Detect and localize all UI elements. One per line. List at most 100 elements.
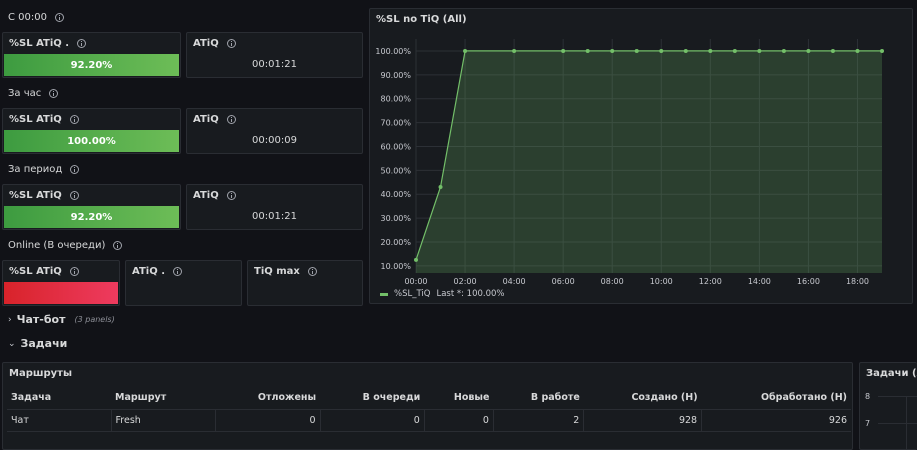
stat-panel-hour-sl[interactable]: %SL ATiQ 100.00%	[2, 108, 181, 154]
chevron-down-icon: ⌄	[8, 338, 16, 349]
data-point[interactable]	[683, 48, 688, 53]
panel-title: ATiQ	[193, 38, 236, 49]
stat-value: 100.00%	[4, 130, 179, 152]
table-cell: 926	[701, 409, 851, 432]
row-label: Задачи	[20, 337, 68, 350]
data-point[interactable]	[732, 48, 737, 53]
routes-title: Маршруты	[9, 368, 72, 379]
row-label: Чат-бот	[16, 313, 66, 326]
data-point[interactable]	[830, 48, 835, 53]
x-tick-label: 12:00	[699, 277, 722, 286]
routes-panel[interactable]: Маршруты Задача Маршрут Отложены В очере…	[2, 362, 853, 450]
row-tasks[interactable]: ⌄ Задачи	[8, 337, 67, 350]
info-icon[interactable]	[77, 39, 87, 48]
data-point[interactable]	[414, 257, 418, 262]
info-icon[interactable]	[113, 241, 123, 250]
data-point[interactable]	[512, 48, 517, 53]
x-tick-label: 04:00	[503, 277, 526, 286]
stat-panel-online-sl[interactable]: %SL ATiQ	[2, 260, 120, 306]
column-header[interactable]: В очереди	[320, 387, 425, 410]
x-tick-label: 08:00	[601, 277, 624, 286]
section-title-online: Online (В очереди)	[8, 240, 123, 251]
info-icon[interactable]	[226, 115, 236, 124]
stat-value: 00:00:09	[252, 135, 297, 146]
tasks-chart-panel[interactable]: Задачи (All 8 7	[859, 362, 917, 450]
info-icon[interactable]	[226, 191, 236, 200]
row-chatbot[interactable]: › Чат-бот (3 panels)	[8, 313, 115, 326]
panel-title: %SL ATiQ	[9, 190, 79, 201]
panel-title-text: ATiQ	[193, 114, 219, 125]
section-title-period: За период	[8, 164, 80, 175]
y-tick-label: 50.00%	[380, 166, 411, 175]
chart-panel[interactable]: %SL no TiQ (All) 10.00% 20.00% 30.00% 40.00…	[369, 8, 913, 304]
x-tick-label: 06:00	[552, 277, 575, 286]
column-header[interactable]: Задача	[7, 387, 111, 410]
data-point[interactable]	[781, 48, 786, 53]
chevron-right-icon: ›	[8, 314, 12, 325]
x-tick-label: 16:00	[797, 277, 820, 286]
data-point[interactable]	[610, 48, 615, 53]
info-icon[interactable]	[69, 115, 79, 124]
x-tick-label: 00:00	[404, 277, 427, 286]
y-tick-label: 60.00%	[380, 142, 411, 151]
data-point[interactable]	[806, 48, 811, 53]
column-header[interactable]: Отложены	[215, 387, 321, 410]
data-point[interactable]	[855, 48, 860, 53]
column-header[interactable]: Маршрут	[111, 387, 215, 410]
data-point[interactable]	[561, 48, 566, 53]
info-icon[interactable]	[307, 267, 317, 276]
panel-title-text: ATiQ .	[132, 266, 165, 277]
data-point[interactable]	[463, 48, 468, 53]
panel-title-text: TiQ max	[254, 266, 300, 277]
panel-title: %SL ATiQ .	[9, 38, 87, 49]
data-point[interactable]	[585, 48, 590, 53]
table-cell: 0	[215, 409, 321, 432]
stat-value: 00:01:21	[252, 211, 297, 222]
chart-legend[interactable]: %SL_TiQ Last *: 100.00%	[380, 289, 505, 299]
panel-title-text: ATiQ	[193, 38, 219, 49]
table-row[interactable]: Чат Fresh 0 0 0 2 928 926	[7, 409, 851, 432]
tasks-grid-line	[878, 423, 917, 424]
column-header[interactable]: В работе	[493, 387, 584, 410]
data-point[interactable]	[708, 48, 713, 53]
panel-title: %SL ATiQ	[9, 266, 79, 277]
stat-value: 92.20%	[4, 54, 179, 76]
info-icon[interactable]	[70, 165, 80, 174]
data-point[interactable]	[438, 185, 443, 190]
info-icon[interactable]	[226, 39, 236, 48]
panel-title: ATiQ	[193, 190, 236, 201]
stat-panel-online-tiqmax[interactable]: TiQ max	[247, 260, 363, 306]
stat-panel-hour-atiq[interactable]: ATiQ 00:00:09	[186, 108, 363, 154]
data-point[interactable]	[634, 48, 639, 53]
tasks-chart-title: Задачи (All	[866, 368, 917, 379]
table-cell: 928	[583, 409, 703, 432]
section-title-text: За период	[8, 164, 63, 175]
data-point[interactable]	[757, 48, 762, 53]
tasks-y-tick: 8	[865, 392, 871, 401]
data-point[interactable]	[880, 48, 884, 53]
stat-panel-period-sl[interactable]: %SL ATiQ 92.20%	[2, 184, 181, 230]
tasks-grid-line	[906, 396, 907, 449]
stat-panel-online-atiq[interactable]: ATiQ .	[125, 260, 242, 306]
series-line[interactable]	[415, 50, 882, 261]
section-title-s00: С 00:00	[8, 12, 64, 23]
stat-panel-period-atiq[interactable]: ATiQ 00:01:21	[186, 184, 363, 230]
column-header[interactable]: Новые	[424, 387, 494, 410]
info-icon[interactable]	[69, 267, 79, 276]
y-tick-label: 100.00%	[375, 47, 411, 56]
row-panel-count: (3 panels)	[74, 315, 115, 324]
table-header-row: Задача Маршрут Отложены В очереди Новые …	[7, 387, 851, 410]
info-icon[interactable]	[54, 13, 64, 22]
legend-swatch	[380, 292, 388, 296]
stat-panel-s00-sl[interactable]: %SL ATiQ . 92.20%	[2, 32, 181, 78]
sl-tiq-chart[interactable]: 10.00% 20.00% 30.00% 40.00% 50.00% 60.00% 70.0…	[370, 9, 912, 303]
column-header[interactable]: Обработано (Н)	[701, 387, 851, 410]
stat-panel-s00-atiq[interactable]: ATiQ 00:01:21	[186, 32, 363, 78]
y-tick-label: 70.00%	[380, 119, 411, 128]
column-header[interactable]: Создано (Н)	[583, 387, 702, 410]
info-icon[interactable]	[49, 89, 59, 98]
info-icon[interactable]	[69, 191, 79, 200]
data-point[interactable]	[659, 48, 664, 53]
panel-title: ATiQ	[193, 114, 236, 125]
info-icon[interactable]	[173, 267, 182, 276]
